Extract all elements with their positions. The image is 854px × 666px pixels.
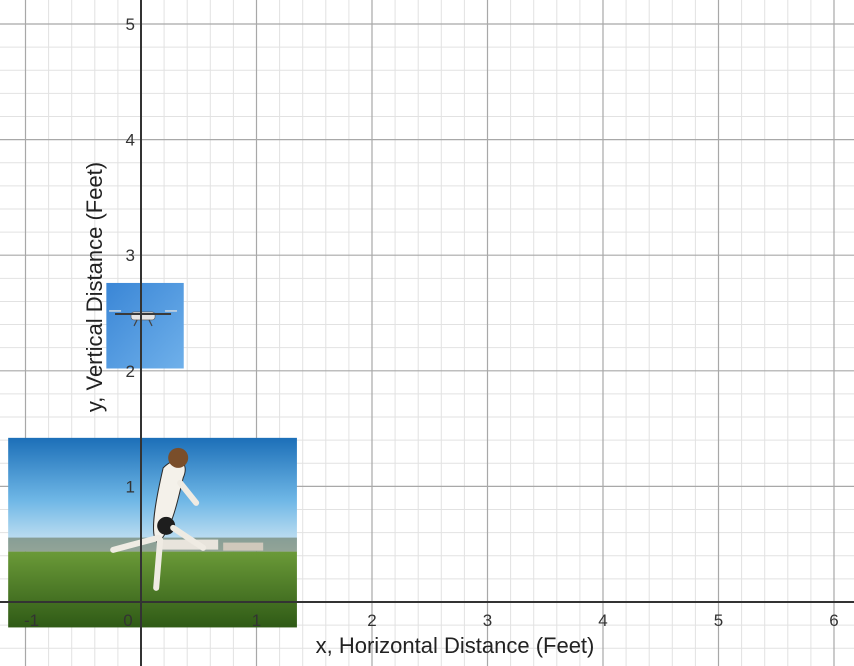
- y-tick-label: 3: [126, 246, 135, 265]
- dog-legs: [110, 479, 207, 591]
- x-tick-label: 0: [123, 611, 132, 630]
- y-tick-labels: 1 2 3 4 5: [126, 15, 135, 496]
- x-axis-title: x, Horizontal Distance (Feet): [316, 633, 595, 658]
- dog-jumping-photo: [8, 437, 297, 628]
- y-axis-title: y, Vertical Distance (Feet): [82, 162, 107, 412]
- x-tick-label: 4: [598, 611, 607, 630]
- x-tick-label: 2: [367, 611, 376, 630]
- building: [158, 539, 219, 550]
- x-tick-label: 6: [829, 611, 838, 630]
- building: [223, 542, 264, 551]
- x-tick-label: 1: [252, 611, 261, 630]
- dog-head: [168, 447, 189, 468]
- x-tick-label: -1: [24, 611, 39, 630]
- y-tick-label: 4: [126, 131, 135, 150]
- dog-patch: [157, 516, 176, 535]
- y-tick-label: 1: [126, 477, 135, 496]
- y-tick-label: 2: [126, 362, 135, 381]
- x-tick-label: 5: [714, 611, 723, 630]
- drone-in-sky-photo: [106, 282, 184, 369]
- drone-leg: [148, 319, 153, 327]
- y-tick-label: 5: [126, 15, 135, 34]
- x-tick-labels: -1 0 1 2 3 4 5 6: [24, 611, 839, 630]
- drone-leg: [133, 319, 138, 327]
- x-tick-label: 3: [483, 611, 492, 630]
